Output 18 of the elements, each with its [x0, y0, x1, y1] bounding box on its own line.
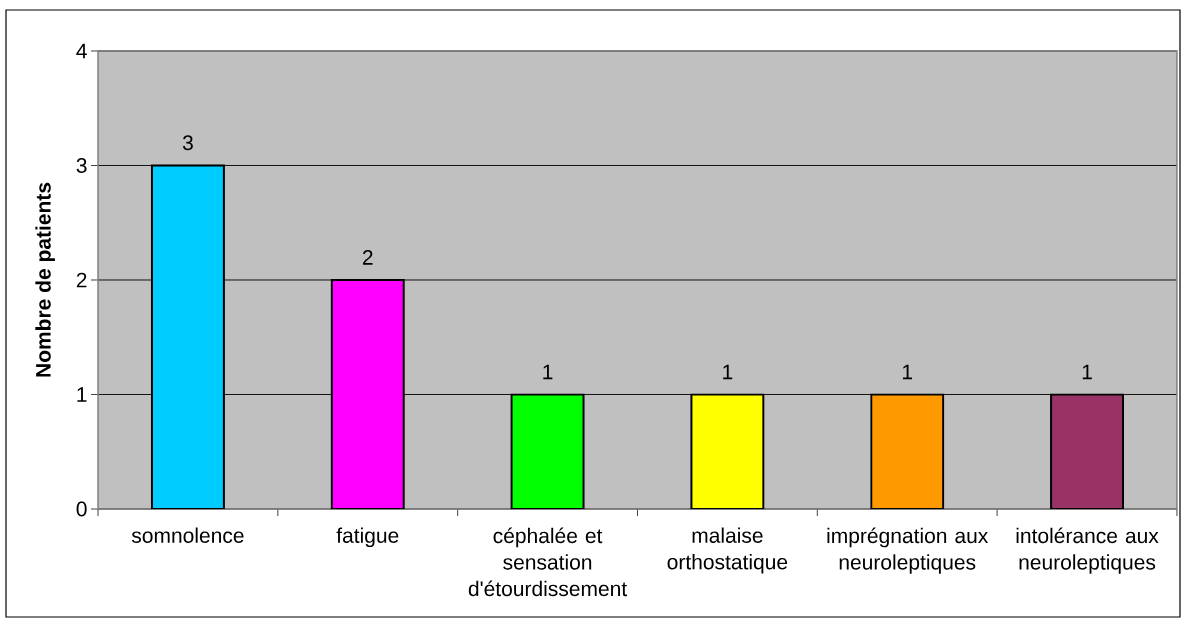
data-label: 1	[902, 364, 913, 380]
data-label: 2	[362, 250, 373, 265]
data-label: 1	[543, 364, 553, 380]
x-tick-label: malaise orthostatique	[667, 527, 788, 574]
x-tick-label: somnolence	[131, 527, 244, 543]
y-tick-label: 3	[76, 158, 87, 173]
x-tick-label: intolérance aux neuroleptiques	[1016, 527, 1159, 574]
x-tick-label: fatigue	[336, 527, 399, 548]
y-tick-label: 0	[76, 501, 87, 517]
data-label: 1	[723, 364, 733, 380]
x-tick-label: imprégnation aux neuroleptiques	[827, 527, 989, 574]
x-tick-label: céphalée et sensation d'étourdissement	[468, 527, 628, 597]
data-label: 3	[182, 135, 193, 151]
data-label: 1	[1082, 364, 1092, 380]
y-tick-label: 1	[77, 387, 87, 402]
y-tick-label: 2	[76, 272, 87, 288]
y-axis-title: Nombre de patients	[35, 182, 55, 377]
y-tick-label: 4	[76, 43, 87, 59]
